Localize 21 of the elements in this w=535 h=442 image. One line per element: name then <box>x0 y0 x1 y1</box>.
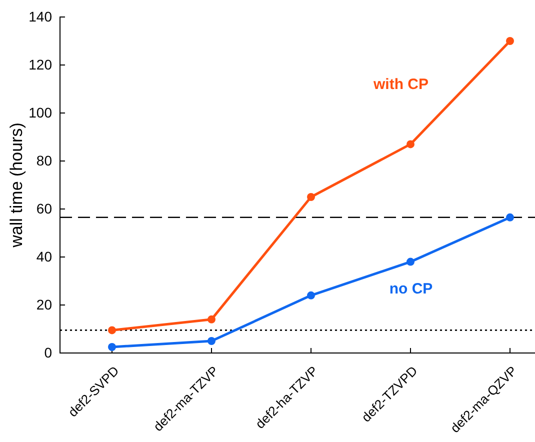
y-tick-label: 60 <box>36 200 52 216</box>
y-tick-label: 80 <box>36 152 52 168</box>
y-tick-label: 100 <box>28 104 52 120</box>
point <box>506 213 514 222</box>
point <box>506 37 514 45</box>
y-tick-label: 40 <box>36 248 52 264</box>
y-tick-label: 120 <box>28 56 52 72</box>
series-label: no CP <box>389 280 433 298</box>
series-label: with CP <box>372 76 428 94</box>
point <box>208 337 216 345</box>
point <box>307 193 315 201</box>
y-tick-label: 20 <box>36 296 52 312</box>
y-axis-title: wall time (hours) <box>7 122 26 248</box>
y-tick-label: 140 <box>28 8 52 24</box>
point <box>406 140 414 148</box>
point <box>108 326 116 334</box>
point <box>307 291 315 300</box>
point <box>406 258 414 266</box>
y-tick-label: 0 <box>44 344 52 360</box>
point <box>108 343 116 351</box>
point <box>208 315 216 324</box>
